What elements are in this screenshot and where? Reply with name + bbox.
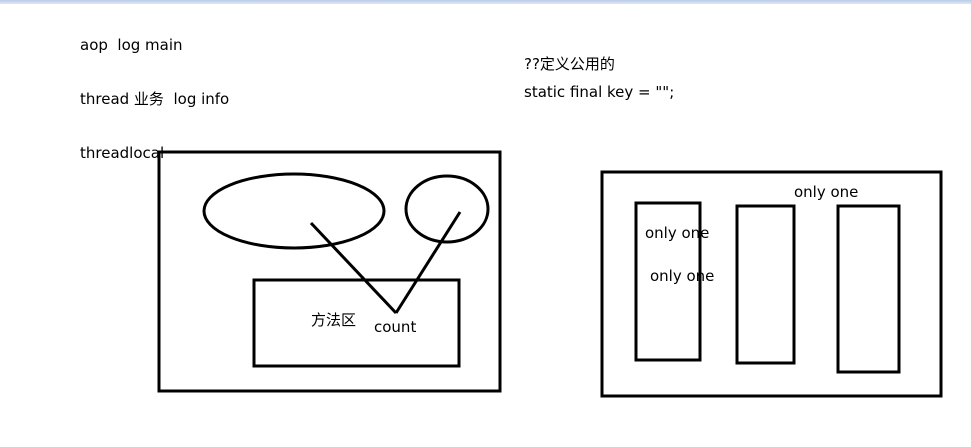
left-large-ellipse — [202, 172, 386, 250]
method-area-label: 方法区 — [311, 311, 356, 329]
column-box-2 — [735, 204, 796, 365]
note-static-final-key: static final key = ""; — [524, 83, 674, 101]
window-top-border — [0, 0, 971, 4]
pointer-line-right — [394, 211, 462, 314]
only-one-label-col1-a: only one — [645, 224, 709, 242]
pointer-line-left — [309, 221, 398, 315]
column-box-1 — [634, 201, 702, 362]
method-area-box — [252, 278, 461, 368]
note-thread-log-info: thread 业务 log info — [80, 90, 229, 108]
left-outer-box — [157, 150, 502, 393]
column-box-3 — [836, 204, 901, 374]
count-label: count — [374, 318, 416, 336]
note-aop-log-main: aop log main — [80, 36, 183, 54]
only-one-label-col1-b: only one — [650, 267, 714, 285]
note-define-common: ??定义公用的 — [524, 55, 615, 73]
right-outer-box — [600, 170, 943, 398]
only-one-label-top: only one — [794, 183, 858, 201]
left-small-ellipse — [404, 174, 490, 244]
note-threadlocal: threadlocal — [80, 144, 164, 162]
